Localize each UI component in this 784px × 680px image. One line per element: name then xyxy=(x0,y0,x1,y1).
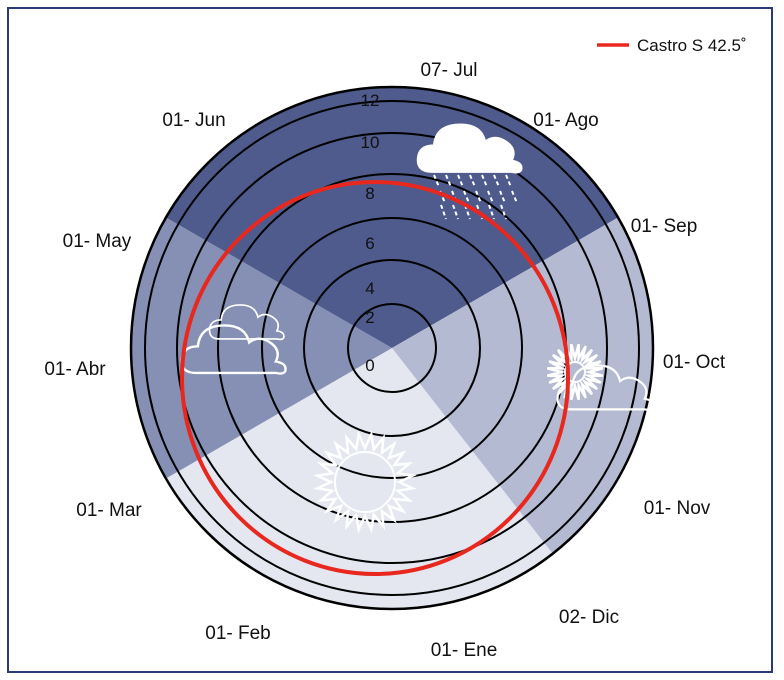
radial-tick-label: 2 xyxy=(365,308,374,327)
month-label: 01- Ene xyxy=(431,640,498,661)
rain-drop xyxy=(463,190,470,204)
rain-drop xyxy=(487,190,494,204)
month-label: 02- Dic xyxy=(559,607,619,628)
ring-0 xyxy=(347,303,437,393)
month-label: 01- Ago xyxy=(533,110,599,131)
rain-drop xyxy=(493,174,500,188)
weather-icons xyxy=(180,123,655,534)
rain-drop xyxy=(481,174,488,188)
rain-drop xyxy=(499,190,506,204)
month-label: 01- Abr xyxy=(44,359,106,380)
rain-drop xyxy=(500,204,507,220)
radial-gridlines xyxy=(129,85,655,611)
cloud-shape xyxy=(556,364,655,412)
rain-drop xyxy=(475,190,482,204)
radial-tick-label: 10 xyxy=(361,133,380,152)
radial-tick-label: 0 xyxy=(365,356,374,375)
month-labels: 01- Ene 01- Feb 01- Mar 01- Abr 01- May 01- J… xyxy=(44,60,725,661)
radial-tick-label: 4 xyxy=(365,279,374,298)
radial-tick-label: 8 xyxy=(365,184,374,203)
month-label: 01- Nov xyxy=(644,498,711,519)
cloud-back xyxy=(208,304,285,341)
rain-drop xyxy=(511,190,518,204)
sector-winter xyxy=(165,348,553,609)
ring-6 xyxy=(129,85,655,611)
legend: Castro S 42.5˚ xyxy=(597,36,747,55)
series-line-castro xyxy=(180,180,570,576)
month-label: 01- May xyxy=(63,231,132,252)
rain-drop xyxy=(469,174,476,188)
month-label: 01- Sep xyxy=(631,216,698,237)
season-sectors xyxy=(131,87,653,609)
partly-sunny-icon xyxy=(546,343,655,412)
radial-tick-label: 12 xyxy=(361,91,380,110)
cloud-shape xyxy=(416,123,523,174)
ring-1 xyxy=(303,259,481,437)
legend-label: Castro S 42.5˚ xyxy=(637,36,747,55)
rain-drop xyxy=(457,174,464,188)
series-lines xyxy=(180,180,570,576)
ring-2 xyxy=(261,217,523,479)
sector-autumn xyxy=(392,217,653,554)
month-label: 01- Jun xyxy=(162,110,225,131)
rain-cloud-icon xyxy=(416,123,523,220)
month-label: 07- Jul xyxy=(420,60,477,81)
small-sun xyxy=(546,343,604,401)
rain-drop xyxy=(464,204,471,220)
ring-4 xyxy=(176,132,608,564)
rain-drop xyxy=(488,204,495,220)
month-label: 01- Oct xyxy=(663,352,726,373)
month-label: 01- Mar xyxy=(76,500,142,521)
sun-icon xyxy=(313,430,417,534)
rain-drop xyxy=(505,174,512,188)
radial-tick-labels: 0 2 4 6 8 10 12 xyxy=(361,91,380,375)
rain-drop xyxy=(440,204,447,220)
rain-drop xyxy=(445,174,452,188)
ring-5 xyxy=(144,100,640,596)
rain-drop xyxy=(452,204,459,220)
rain-drop xyxy=(433,174,440,188)
month-label: 01- Feb xyxy=(205,623,270,644)
chart-frame: 0 2 4 6 8 10 12 01- Ene 01- Feb 01- Mar 01- Abr 01… xyxy=(7,7,773,673)
radial-tick-label: 6 xyxy=(365,234,374,253)
